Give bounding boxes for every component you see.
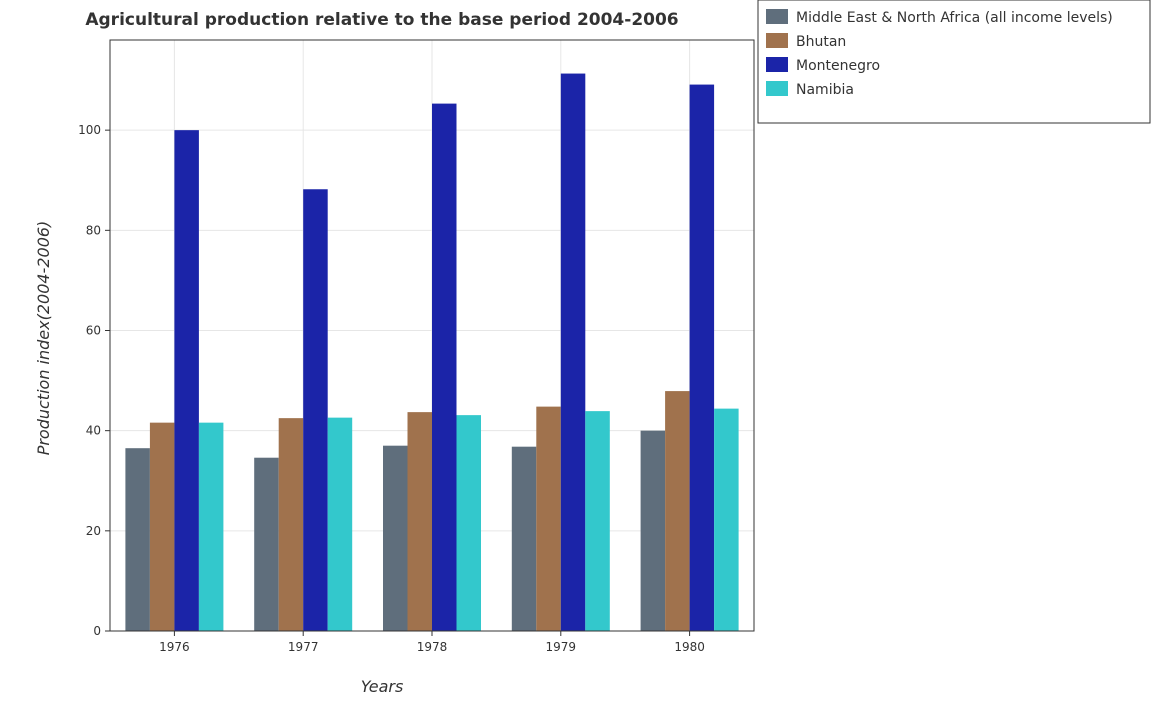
plot-frame [109, 39, 755, 632]
bar-1977-middle-east-north-africa-all-income-levels [254, 457, 279, 631]
legend-box [757, 0, 1151, 124]
bar-1978-bhutan [407, 412, 432, 631]
bar-1980-montenegro [689, 84, 715, 631]
y-tick-labels: 0 20 40 60 80 100 [78, 123, 101, 638]
x-axis-label: Years [361, 677, 404, 696]
bar-1977-bhutan [278, 418, 304, 631]
bar-1979-namibia [585, 411, 610, 631]
bar-1976-namibia [198, 422, 224, 631]
bar-1979-middle-east-north-africa-all-income-levels [511, 446, 537, 631]
legend-label: Middle East & North Africa (all income l… [796, 10, 1113, 26]
x-tick-label: 1977 [288, 640, 319, 654]
bar-1978-namibia [456, 415, 481, 631]
y-axis-label: Production index(2004-2006) [34, 221, 53, 456]
chart-title: Agricultural production relative to the … [85, 10, 678, 30]
legend-label: Bhutan [796, 34, 846, 50]
legend-label: Montenegro [796, 58, 880, 74]
x-tick-label: 1978 [417, 640, 448, 654]
legend-swatch [766, 9, 788, 24]
bar-1977-namibia [327, 417, 353, 631]
bar-1976-middle-east-north-africa-all-income-levels [125, 448, 150, 631]
y-tick-label: 100 [78, 123, 101, 137]
y-tick-label: 40 [86, 424, 101, 438]
bar-1976-montenegro [174, 130, 199, 632]
x-tick-label: 1976 [159, 640, 190, 654]
bar-1980-middle-east-north-africa-all-income-levels [640, 430, 666, 631]
bars [125, 73, 739, 632]
bar-1979-bhutan [536, 406, 561, 631]
y-tick-label: 20 [86, 524, 101, 538]
x-tick-labels: 1976 1977 1978 1979 1980 [159, 640, 705, 654]
y-tick-label: 0 [93, 624, 101, 638]
legend-swatch [766, 33, 788, 48]
legend-swatch [766, 57, 788, 72]
y-tick-label: 60 [86, 323, 101, 337]
axes [105, 39, 755, 636]
x-tick-label: 1980 [674, 640, 705, 654]
y-tick-label: 80 [86, 223, 101, 237]
bar-1976-bhutan [149, 422, 175, 631]
legend-swatch [766, 81, 788, 96]
x-tick-label: 1979 [546, 640, 577, 654]
bar-1977-montenegro [303, 189, 328, 631]
bar-1980-bhutan [665, 391, 690, 631]
bar-1980-namibia [714, 408, 739, 631]
bar-1978-middle-east-north-africa-all-income-levels [383, 445, 408, 631]
legend: Middle East & North Africa (all income l… [757, 0, 1151, 124]
legend-label: Namibia [796, 82, 854, 98]
bar-1978-montenegro [432, 103, 457, 632]
bar-1979-montenegro [560, 73, 586, 632]
